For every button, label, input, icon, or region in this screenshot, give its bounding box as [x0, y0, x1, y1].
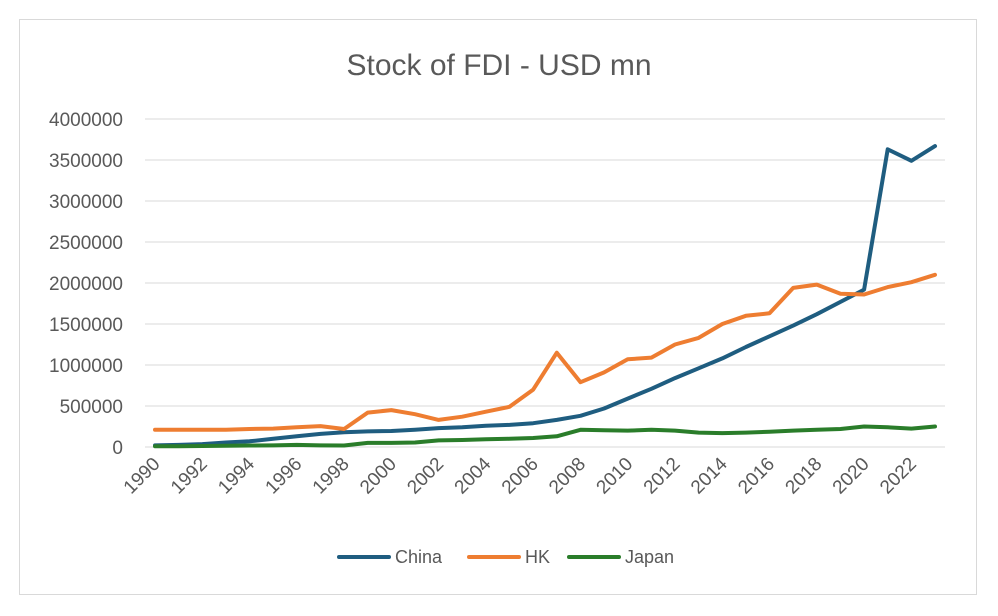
- x-tick-label: 2020: [829, 454, 874, 499]
- legend-label-japan: Japan: [625, 547, 674, 567]
- y-tick-label: 2000000: [49, 274, 123, 295]
- y-tick-label: 4000000: [49, 110, 123, 131]
- x-tick-label: 2008: [545, 454, 590, 499]
- chart-title: Stock of FDI - USD mn: [346, 49, 651, 82]
- y-tick-label: 1500000: [49, 315, 123, 336]
- x-tick-label: 2010: [593, 454, 638, 499]
- legend-label-china: China: [395, 547, 443, 567]
- x-tick-label: 2016: [734, 454, 779, 499]
- chart-frame: [19, 19, 977, 595]
- x-tick-label: 1996: [262, 454, 307, 499]
- grid-lines: [145, 118, 945, 448]
- x-tick-label: 1998: [309, 454, 354, 499]
- y-tick-label: 1000000: [49, 356, 123, 377]
- x-tick-label: 2000: [356, 454, 401, 499]
- x-tick-label: 2014: [687, 453, 732, 498]
- x-tick-label: 1990: [120, 454, 165, 499]
- y-tick-label: 0: [112, 438, 123, 459]
- x-tick-label: 2006: [498, 454, 543, 499]
- legend: China HK Japan: [337, 547, 674, 567]
- y-tick-label: 2500000: [49, 233, 123, 254]
- x-tick-label: 2002: [403, 454, 448, 499]
- y-tick-label: 500000: [60, 397, 123, 418]
- x-axis-ticks: 1990 1992 1994 1996 1998 2000 2002 2004 2006 2008…: [120, 453, 921, 498]
- x-tick-label: 2022: [876, 454, 921, 499]
- x-tick-label: 2004: [451, 453, 496, 498]
- series-line-japan: [153, 424, 937, 449]
- x-tick-label: 2018: [782, 454, 827, 499]
- x-tick-label: 1992: [167, 454, 212, 499]
- y-axis-ticks: 0 500000 1000000 1500000 2000000 2500000 30000…: [49, 110, 123, 459]
- x-tick-label: 1994: [214, 453, 259, 498]
- series-line-hk: [153, 272, 937, 432]
- series-lines: [153, 144, 937, 449]
- series-line-china: [153, 144, 937, 448]
- x-tick-label: 2012: [640, 454, 685, 499]
- y-tick-label: 3000000: [49, 192, 123, 213]
- y-tick-label: 3500000: [49, 151, 123, 172]
- legend-label-hk: HK: [525, 547, 550, 567]
